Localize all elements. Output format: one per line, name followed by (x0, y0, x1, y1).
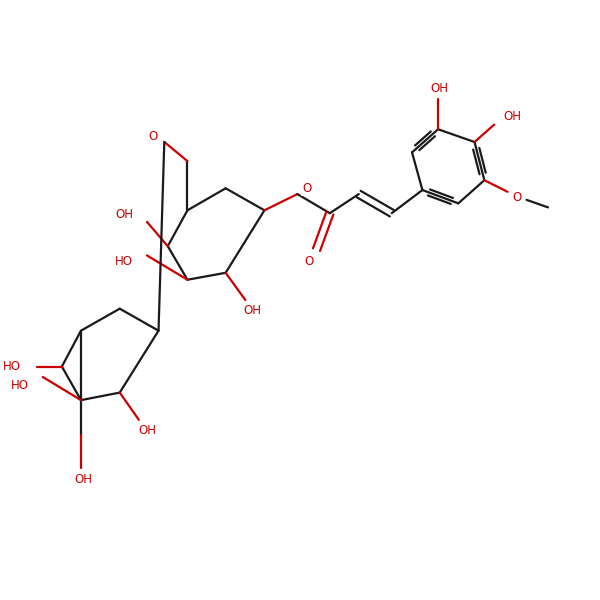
Text: O: O (302, 182, 311, 196)
Text: HO: HO (4, 360, 22, 373)
Text: O: O (148, 130, 157, 143)
Text: OH: OH (74, 473, 92, 486)
Text: OH: OH (138, 424, 156, 437)
Text: OH: OH (115, 208, 133, 221)
Text: OH: OH (503, 110, 521, 123)
Text: OH: OH (244, 304, 262, 317)
Text: HO: HO (115, 255, 133, 268)
Text: HO: HO (11, 379, 29, 392)
Text: O: O (513, 191, 522, 204)
Text: OH: OH (431, 82, 449, 95)
Text: O: O (304, 255, 314, 268)
